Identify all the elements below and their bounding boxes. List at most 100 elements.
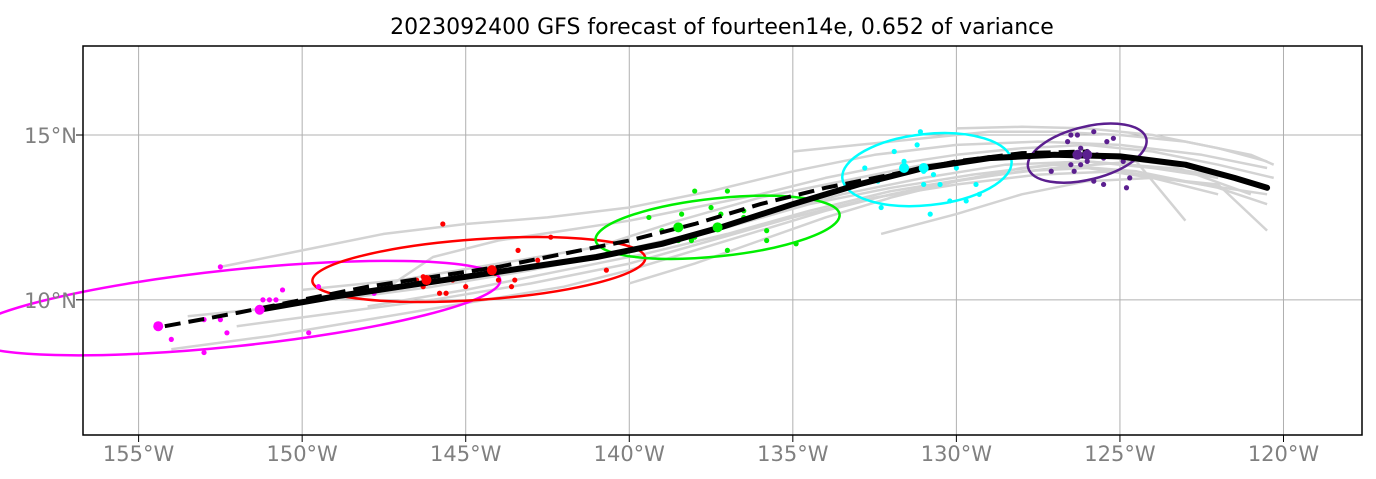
ensemble-mean-track: [164, 149, 1271, 329]
member-point: [937, 181, 943, 188]
member-point: [901, 158, 907, 164]
y-tick-label: 15°N: [24, 124, 77, 148]
member-point: [930, 171, 937, 178]
member-point: [1120, 158, 1126, 164]
group-mean-marker: [1082, 149, 1093, 160]
member-point: [1110, 135, 1116, 141]
member-point: [1071, 168, 1077, 174]
member-point: [1078, 162, 1084, 168]
member-point: [921, 181, 927, 188]
uncertainty-ellipse: [841, 131, 1013, 208]
member-point: [973, 181, 979, 188]
member-point: [862, 165, 868, 171]
member-point: [1078, 145, 1084, 151]
member-point: [976, 191, 982, 197]
member-point: [201, 349, 207, 356]
x-tick-label: 125°W: [1084, 442, 1156, 466]
x-tick-label: 150°W: [266, 442, 338, 466]
member-point: [1084, 158, 1090, 164]
member-point: [688, 237, 695, 244]
x-axis-ticks: 155°W 150°W 145°W 140°W 135°W 130°W 125°W 120°W: [103, 435, 1319, 466]
member-point: [793, 241, 799, 247]
member-positions: [168, 129, 1133, 356]
member-point: [947, 198, 953, 204]
member-point: [1065, 139, 1071, 145]
group-mean-marker: [712, 222, 723, 233]
group-control-marker: [673, 222, 684, 233]
member-point: [273, 297, 279, 303]
member-point: [168, 336, 174, 342]
group-markers: [153, 149, 1093, 332]
member-point: [279, 287, 286, 293]
member-point: [508, 284, 515, 290]
member-point: [927, 211, 933, 217]
member-point: [512, 277, 518, 283]
member-point: [266, 297, 273, 303]
member-point: [692, 188, 698, 194]
member-point: [917, 129, 924, 135]
member-point: [1100, 181, 1107, 188]
ensemble-track: [171, 166, 1219, 351]
ensemble-track: [334, 163, 1268, 302]
member-point: [679, 211, 685, 217]
group-control-marker: [153, 321, 164, 332]
member-point: [548, 234, 554, 240]
member-point: [1048, 168, 1054, 174]
group-mean-marker: [421, 275, 432, 286]
ensemble-tracks: [171, 125, 1275, 351]
member-point: [1127, 175, 1133, 181]
member-point: [1123, 185, 1130, 191]
chart-title: 2023092400 GFS forecast of fourteen14e, …: [390, 15, 1054, 40]
group-control-marker: [1072, 149, 1083, 160]
ensemble-track: [236, 170, 1268, 328]
uncertainty-ellipse: [594, 194, 841, 261]
member-point: [217, 317, 223, 323]
ensemble-track: [220, 140, 1268, 269]
x-tick-label: 135°W: [757, 442, 829, 466]
ensemble-track: [956, 125, 1268, 163]
member-point: [535, 257, 541, 263]
member-point: [224, 330, 230, 336]
member-point: [463, 284, 469, 290]
member-point: [315, 284, 322, 290]
member-point: [1104, 139, 1110, 145]
x-tick-label: 145°W: [430, 442, 502, 466]
member-point: [515, 247, 521, 253]
group-mean-marker: [918, 162, 929, 173]
member-point: [724, 247, 731, 253]
y-axis-ticks: 10°N 15°N: [24, 124, 83, 313]
x-tick-label: 155°W: [103, 442, 175, 466]
member-point: [891, 148, 897, 155]
member-point: [646, 214, 652, 221]
member-point: [436, 290, 443, 296]
group-mean-marker: [254, 304, 265, 315]
y-tick-label: 10°N: [24, 289, 77, 313]
member-point: [1091, 129, 1097, 135]
member-point: [260, 297, 266, 303]
mean-track-line: [256, 151, 1271, 313]
member-point: [1068, 132, 1074, 138]
x-tick-label: 120°W: [1248, 442, 1320, 466]
member-point: [1091, 178, 1097, 184]
member-point: [1074, 132, 1081, 138]
member-point: [724, 188, 731, 194]
member-point: [1068, 162, 1074, 168]
member-point: [443, 290, 449, 296]
member-point: [495, 277, 502, 283]
member-point: [953, 165, 959, 171]
member-point: [440, 221, 446, 227]
member-point: [914, 142, 920, 148]
group-control-marker: [899, 162, 910, 173]
member-point: [764, 228, 770, 234]
member-point: [963, 198, 969, 204]
member-point: [878, 204, 884, 211]
member-point: [603, 267, 609, 273]
x-tick-label: 140°W: [594, 442, 666, 466]
x-tick-label: 130°W: [921, 442, 993, 466]
member-point: [764, 237, 770, 244]
member-point: [708, 204, 714, 211]
plot-frame: [82, 45, 1363, 436]
group-control-marker: [486, 265, 497, 276]
grid-lines: [83, 46, 1362, 435]
